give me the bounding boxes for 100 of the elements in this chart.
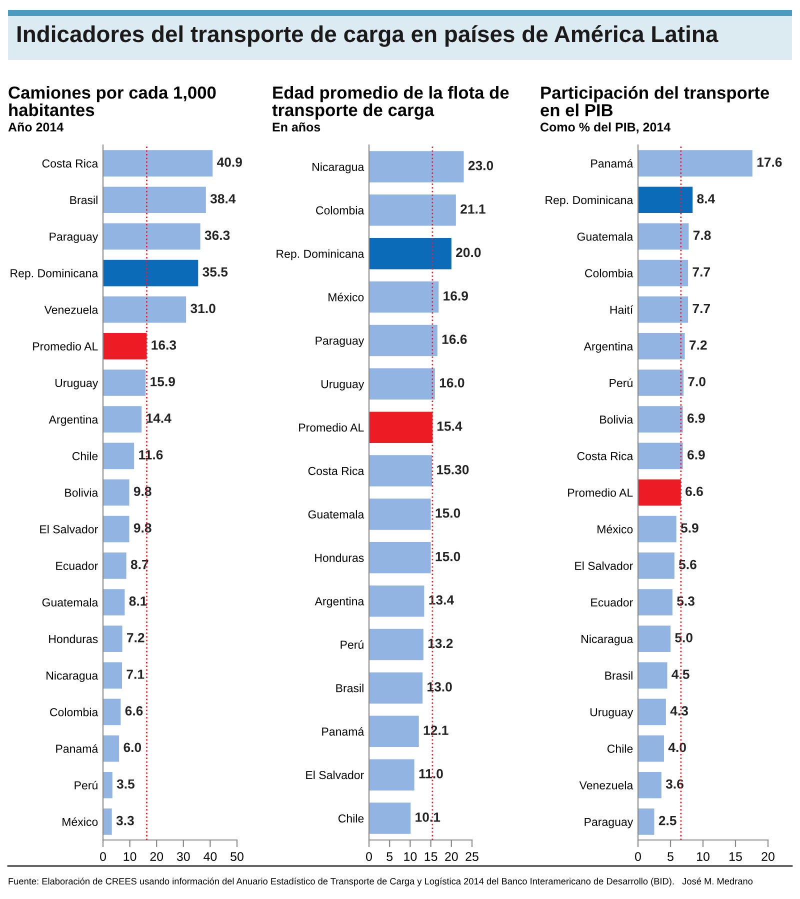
bar <box>103 626 122 652</box>
data-label: 10.1 <box>416 812 440 822</box>
y-tick-label: Uruguay <box>55 379 98 390</box>
data-label: 15.30 <box>437 464 469 474</box>
data-label: 31.0 <box>190 304 216 314</box>
y-tick-label: Perú <box>610 378 632 388</box>
y-tick-label: Venezuela <box>44 305 98 314</box>
y-tick-label: Perú <box>74 780 98 790</box>
data-label: 13.0 <box>428 682 452 692</box>
bar <box>103 442 134 470</box>
data-label: 16.9 <box>444 291 468 301</box>
data-label: 9.8 <box>134 486 152 496</box>
bar <box>103 552 126 579</box>
bar <box>103 589 125 616</box>
bar <box>638 150 752 176</box>
x-tick-label: 0 <box>635 852 641 861</box>
data-label: 6.6 <box>686 486 703 496</box>
data-label: 3.6 <box>666 779 684 789</box>
y-tick-label: Honduras <box>315 553 364 562</box>
y-tick-label: Nicaragua <box>582 634 634 646</box>
bar <box>638 589 672 616</box>
data-label: 5.9 <box>680 523 698 533</box>
data-label: 3.3 <box>116 816 134 826</box>
data-label: 8.7 <box>130 560 148 570</box>
data-label: 4.5 <box>672 670 690 679</box>
data-label: 5.6 <box>678 560 696 570</box>
y-tick-label: Argentina <box>314 596 364 608</box>
text: Indicadores del transporte de carga en países de América Latina <box>18 25 718 47</box>
x-tick-label: 15 <box>730 852 742 861</box>
bar <box>103 186 206 214</box>
data-label: 7.7 <box>692 304 710 314</box>
y-tick-label: Rep. Dominicana <box>276 249 364 260</box>
data-label: 15.0 <box>436 552 460 562</box>
y-tick-label: Colombia <box>585 268 634 278</box>
x-tick-label: 10 <box>697 852 710 861</box>
bar <box>638 296 688 323</box>
data-label: 7.7 <box>692 267 710 276</box>
data-label: 14.4 <box>146 414 172 423</box>
bar <box>638 808 654 835</box>
bar <box>638 626 670 652</box>
y-tick-label: Chile <box>72 452 98 460</box>
data-label: 7.1 <box>126 670 144 679</box>
bar <box>369 585 424 617</box>
data-label: 21.1 <box>460 204 486 214</box>
bar <box>638 552 674 579</box>
y-tick-label: Ecuador <box>56 561 98 570</box>
y-tick-label: Brasil <box>336 684 364 692</box>
y-tick-label: Promedio AL <box>299 423 364 432</box>
x-tick-label: 5 <box>668 852 674 861</box>
data-label: 7.2 <box>690 340 707 350</box>
data-label: 36.3 <box>204 230 230 240</box>
bar <box>369 802 411 834</box>
bar <box>103 772 112 798</box>
bar <box>103 479 130 506</box>
y-tick-label: El Salvador <box>40 524 98 534</box>
data-label: 4.0 <box>668 742 686 752</box>
data-label: 6.9 <box>688 450 705 460</box>
bar <box>369 194 456 226</box>
y-tick-label: El Salvador <box>306 770 364 780</box>
data-label: 16.3 <box>152 340 176 350</box>
y-tick-label: Chile <box>338 814 364 823</box>
x-tick-label: 30 <box>176 852 190 861</box>
bar <box>103 296 186 323</box>
data-label: 35.5 <box>202 267 228 277</box>
x-tick-label: 40 <box>204 852 217 861</box>
bar <box>369 238 452 270</box>
bar <box>638 662 668 689</box>
bar <box>369 498 431 530</box>
y-tick-label: Colombia <box>316 206 364 214</box>
bar <box>638 260 688 286</box>
y-tick-label: Colombia <box>50 708 98 716</box>
data-label: 11.6 <box>139 450 163 460</box>
bar <box>103 223 200 250</box>
data-label: 38.4 <box>210 194 236 204</box>
data-label: 17.6 <box>757 157 782 167</box>
x-tick-label: 50 <box>230 852 244 861</box>
x-tick-label: 10 <box>124 852 136 861</box>
x-tick-label: 0 <box>366 852 372 861</box>
bar <box>369 672 423 704</box>
x-tick-label: 20 <box>150 852 164 861</box>
y-tick-label: Ecuador <box>591 598 633 607</box>
x-tick-label: 20 <box>762 852 774 861</box>
y-tick-label: Promedio AL <box>33 342 98 350</box>
data-label: 16.6 <box>442 334 467 344</box>
y-tick-label: Nicaragua <box>312 162 364 174</box>
x-tick-label: 25 <box>466 852 478 861</box>
x-tick-label: 10 <box>404 852 417 861</box>
bar <box>103 662 122 689</box>
y-tick-label: Panamá <box>591 158 634 168</box>
data-label: 11.0 <box>419 769 443 778</box>
y-tick-label: Uruguay <box>321 380 364 390</box>
chart-subtitle: Como % del PIB, 2014 <box>540 122 671 134</box>
x-tick-label: 5 <box>386 852 393 861</box>
bar <box>638 223 689 250</box>
y-tick-label: Guatemala <box>42 598 98 607</box>
y-tick-label: Rep. Dominicana <box>10 268 98 280</box>
data-label: 7.8 <box>693 230 711 240</box>
data-label: 13.4 <box>429 595 454 605</box>
data-label: 15.4 <box>437 422 462 431</box>
bar <box>103 808 112 835</box>
